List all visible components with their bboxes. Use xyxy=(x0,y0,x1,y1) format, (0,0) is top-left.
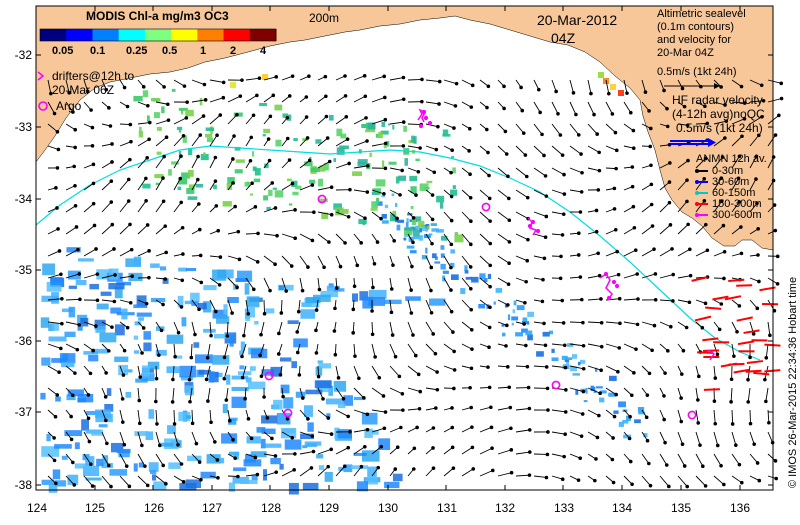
drifters-legend-line: 20-Mar 06Z xyxy=(52,84,114,96)
altimetry-line: Altimetric sealevel xyxy=(657,9,746,20)
colorbar-tick: 0.25 xyxy=(126,45,147,57)
colorbar xyxy=(40,29,277,41)
y-tick-label: -37 xyxy=(2,406,32,418)
x-tick-label: 128 xyxy=(256,502,286,514)
x-tick-label: 125 xyxy=(80,502,110,514)
y-tick-label: -35 xyxy=(2,264,32,276)
x-tick-label: 124 xyxy=(22,502,52,514)
y-tick-label: -34 xyxy=(2,193,32,205)
x-tick-label: 134 xyxy=(607,502,637,514)
hf-legend-line: 0.5m/s (1kt 24h) xyxy=(676,122,763,134)
time-label: 04Z xyxy=(551,31,575,45)
colorbar-tick: 4 xyxy=(260,45,266,57)
hf-legend-line: HF radar velocity xyxy=(672,94,763,106)
x-tick-label: 136 xyxy=(725,502,755,514)
colorbar-segment xyxy=(171,29,198,41)
x-tick-label: 131 xyxy=(432,502,462,514)
date-label: 20-Mar-2012 xyxy=(537,13,617,27)
altimetry-line: and velocity for xyxy=(657,35,731,46)
x-tick-label: 130 xyxy=(373,502,403,514)
colorbar-segment xyxy=(197,29,224,41)
x-tick-label: 127 xyxy=(197,502,227,514)
y-tick-label: -32 xyxy=(2,49,32,61)
hf-legend-line: (4-12h avg)noQC xyxy=(672,108,765,120)
x-tick-label: 132 xyxy=(490,502,520,514)
colorbar-segment xyxy=(250,29,277,41)
y-tick-label: -36 xyxy=(2,335,32,347)
drifters-legend-line: drifters@12h to xyxy=(52,70,134,82)
anmn-depth-label: 300-600m xyxy=(712,210,762,221)
colorbar-title: MODIS Chl-a mg/m3 OC3 xyxy=(86,10,229,22)
colorbar-tick: 2 xyxy=(230,45,236,57)
x-tick-label: 129 xyxy=(314,502,344,514)
y-tick-label: -33 xyxy=(2,121,32,133)
y-tick-label: -38 xyxy=(2,479,32,491)
x-tick-label: 126 xyxy=(139,502,169,514)
colorbar-segment xyxy=(92,29,119,41)
colorbar-tick: 1 xyxy=(200,45,206,57)
altimetry-line: (0.1m contours) xyxy=(657,22,734,33)
colorbar-tick: 0.5 xyxy=(162,45,177,57)
colorbar-segment xyxy=(119,29,146,41)
colorbar-segment xyxy=(145,29,172,41)
credit-label: © IMOS 26-Mar-2015 22:34:36 Hobart time xyxy=(788,277,799,488)
altimetry-line: 0.5m/s (1kt 24h) xyxy=(657,67,736,78)
colorbar-tick: 0.1 xyxy=(90,45,105,57)
colorbar-segment xyxy=(40,29,67,41)
colorbar-segment xyxy=(66,29,93,41)
colorbar-tick: 0.05 xyxy=(52,45,73,57)
x-tick-label: 133 xyxy=(549,502,579,514)
x-tick-label: 135 xyxy=(666,502,696,514)
colorbar-segment xyxy=(224,29,251,41)
argo-legend-label: Argo xyxy=(56,100,81,112)
anmn-legend-title: ANMN 12h av. xyxy=(696,154,767,165)
isobath-label: 200m xyxy=(309,12,339,24)
altimetry-line: 20-Mar 04Z xyxy=(657,48,714,59)
